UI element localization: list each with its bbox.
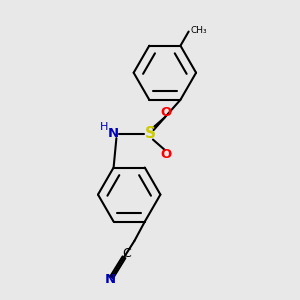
Text: S: S	[145, 126, 155, 141]
Text: N: N	[107, 127, 118, 140]
Text: CH₃: CH₃	[191, 26, 207, 35]
Text: O: O	[161, 106, 172, 119]
Text: H: H	[100, 122, 109, 132]
Text: C: C	[123, 247, 131, 260]
Text: O: O	[161, 148, 172, 161]
Text: N: N	[104, 273, 116, 286]
